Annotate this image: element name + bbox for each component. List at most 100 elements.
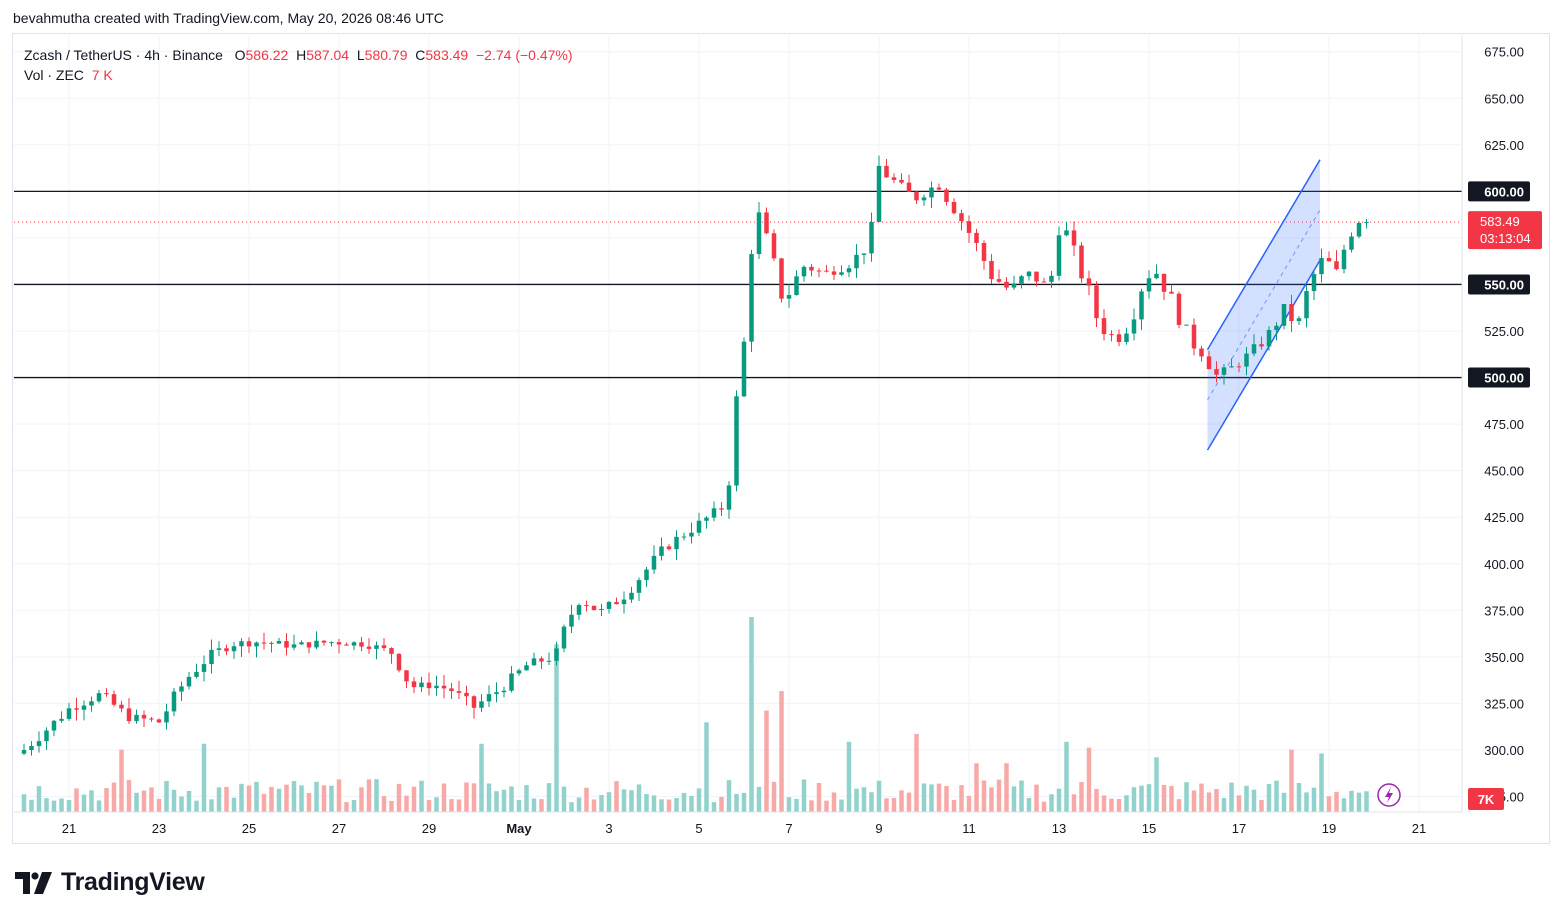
volume-bar	[509, 786, 514, 812]
volume-bar	[1319, 753, 1324, 812]
volume-bar	[284, 784, 289, 812]
volume-bars	[21, 617, 1369, 812]
candle-body	[261, 642, 267, 644]
volume-bar	[576, 797, 582, 812]
volume-bar	[546, 783, 552, 812]
volume-bar	[186, 790, 192, 812]
volume-bar	[1364, 791, 1369, 812]
volume-bar	[156, 798, 162, 812]
candle-body	[531, 658, 537, 666]
price-tick-label: 375.00	[1484, 603, 1524, 618]
candle-body	[171, 691, 177, 712]
volume-bar	[254, 781, 259, 812]
candle-body	[1131, 319, 1137, 334]
legend-symbol[interactable]: Zcash / TetherUS · 4h · Binance	[24, 47, 223, 63]
volume-bar	[1139, 785, 1144, 812]
volume-bar	[884, 798, 889, 812]
candle-body	[456, 691, 462, 693]
volume-bar	[801, 779, 807, 812]
volume-bar	[351, 800, 357, 812]
legend-volume-value: 7 K	[91, 67, 113, 83]
volume-bar	[419, 780, 424, 812]
volume-bar	[681, 792, 687, 812]
volume-bar	[119, 749, 124, 812]
legend-low: 580.79	[364, 47, 408, 63]
candle-body	[1229, 366, 1234, 368]
volume-bar	[246, 785, 252, 812]
volume-bar	[854, 788, 859, 812]
channel-upper-line	[1206, 159, 1321, 351]
volume-bar	[1341, 798, 1347, 812]
volume-bar	[1311, 787, 1317, 812]
chart-frame	[12, 33, 1550, 844]
volume-bar	[989, 787, 994, 812]
candle-body	[689, 532, 694, 537]
volume-bar	[344, 802, 349, 812]
price-tick-label: 350.00	[1484, 650, 1524, 665]
candle-body	[906, 182, 912, 192]
candle-body	[119, 704, 124, 709]
volume-bar	[936, 783, 942, 812]
volume-bar	[411, 786, 417, 812]
volume-bar	[1131, 787, 1137, 812]
volume-bar	[471, 783, 477, 812]
volume-bar	[1064, 741, 1069, 812]
candle-body	[1176, 293, 1182, 325]
volume-bar	[1071, 794, 1077, 812]
candle-body	[674, 536, 679, 550]
volume-bar	[846, 741, 852, 812]
level-badge-label: 600.00	[1484, 184, 1524, 199]
candle-body	[471, 696, 477, 708]
volume-bar	[374, 779, 379, 812]
legend-volume-label[interactable]: Vol · ZEC	[24, 67, 84, 83]
price-tick-label: 300.00	[1484, 743, 1524, 758]
volume-bar	[1334, 791, 1339, 812]
volume-bar	[381, 796, 387, 812]
volume-bar	[441, 783, 447, 812]
volume-bar	[741, 792, 747, 812]
candle-body	[389, 648, 394, 654]
candle-body	[89, 701, 94, 706]
volume-bar	[96, 800, 102, 812]
candle-body	[419, 682, 424, 688]
level-badge	[1468, 274, 1530, 295]
time-tick-label: 23	[152, 821, 166, 836]
volume-bar	[1229, 782, 1234, 812]
volume-bar	[74, 788, 79, 812]
volume-bar	[1214, 788, 1219, 812]
volume-bar	[321, 785, 327, 812]
volume-bar	[1146, 784, 1152, 812]
legend-change: −2.74 (−0.47%)	[476, 47, 573, 63]
candle-body	[779, 258, 784, 299]
volume-bar	[269, 786, 274, 812]
candle-body	[1259, 344, 1264, 347]
legend-ohlc-row: Zcash / TetherUS · 4h · Binance O586.22 …	[24, 45, 573, 65]
candle-body	[1116, 334, 1122, 342]
volume-bar	[1161, 785, 1167, 812]
candle-body	[1146, 278, 1152, 292]
volume-bar	[134, 792, 139, 812]
tradingview-logo[interactable]: TradingView	[15, 868, 205, 897]
candle-body	[299, 642, 304, 645]
time-tick-label: 27	[332, 821, 346, 836]
candle-body	[621, 599, 627, 605]
volume-bar	[141, 790, 147, 812]
candle-body	[869, 221, 874, 254]
volume-bar	[51, 800, 57, 812]
candle-body	[719, 508, 724, 510]
volume-bar	[914, 734, 919, 812]
tradingview-logo-icon	[15, 871, 52, 894]
candle-body	[629, 592, 634, 600]
volume-bar	[711, 802, 717, 812]
volume-bar	[696, 788, 702, 812]
volume-bar	[944, 786, 949, 812]
legend-low-label: L	[356, 47, 365, 63]
volume-bar	[764, 710, 769, 812]
candle-body	[884, 165, 889, 178]
candle-body	[1296, 318, 1302, 322]
candle-body	[1199, 348, 1204, 357]
candle-body	[426, 682, 432, 689]
volume-bar	[1274, 780, 1279, 812]
candle-body	[1251, 344, 1257, 354]
